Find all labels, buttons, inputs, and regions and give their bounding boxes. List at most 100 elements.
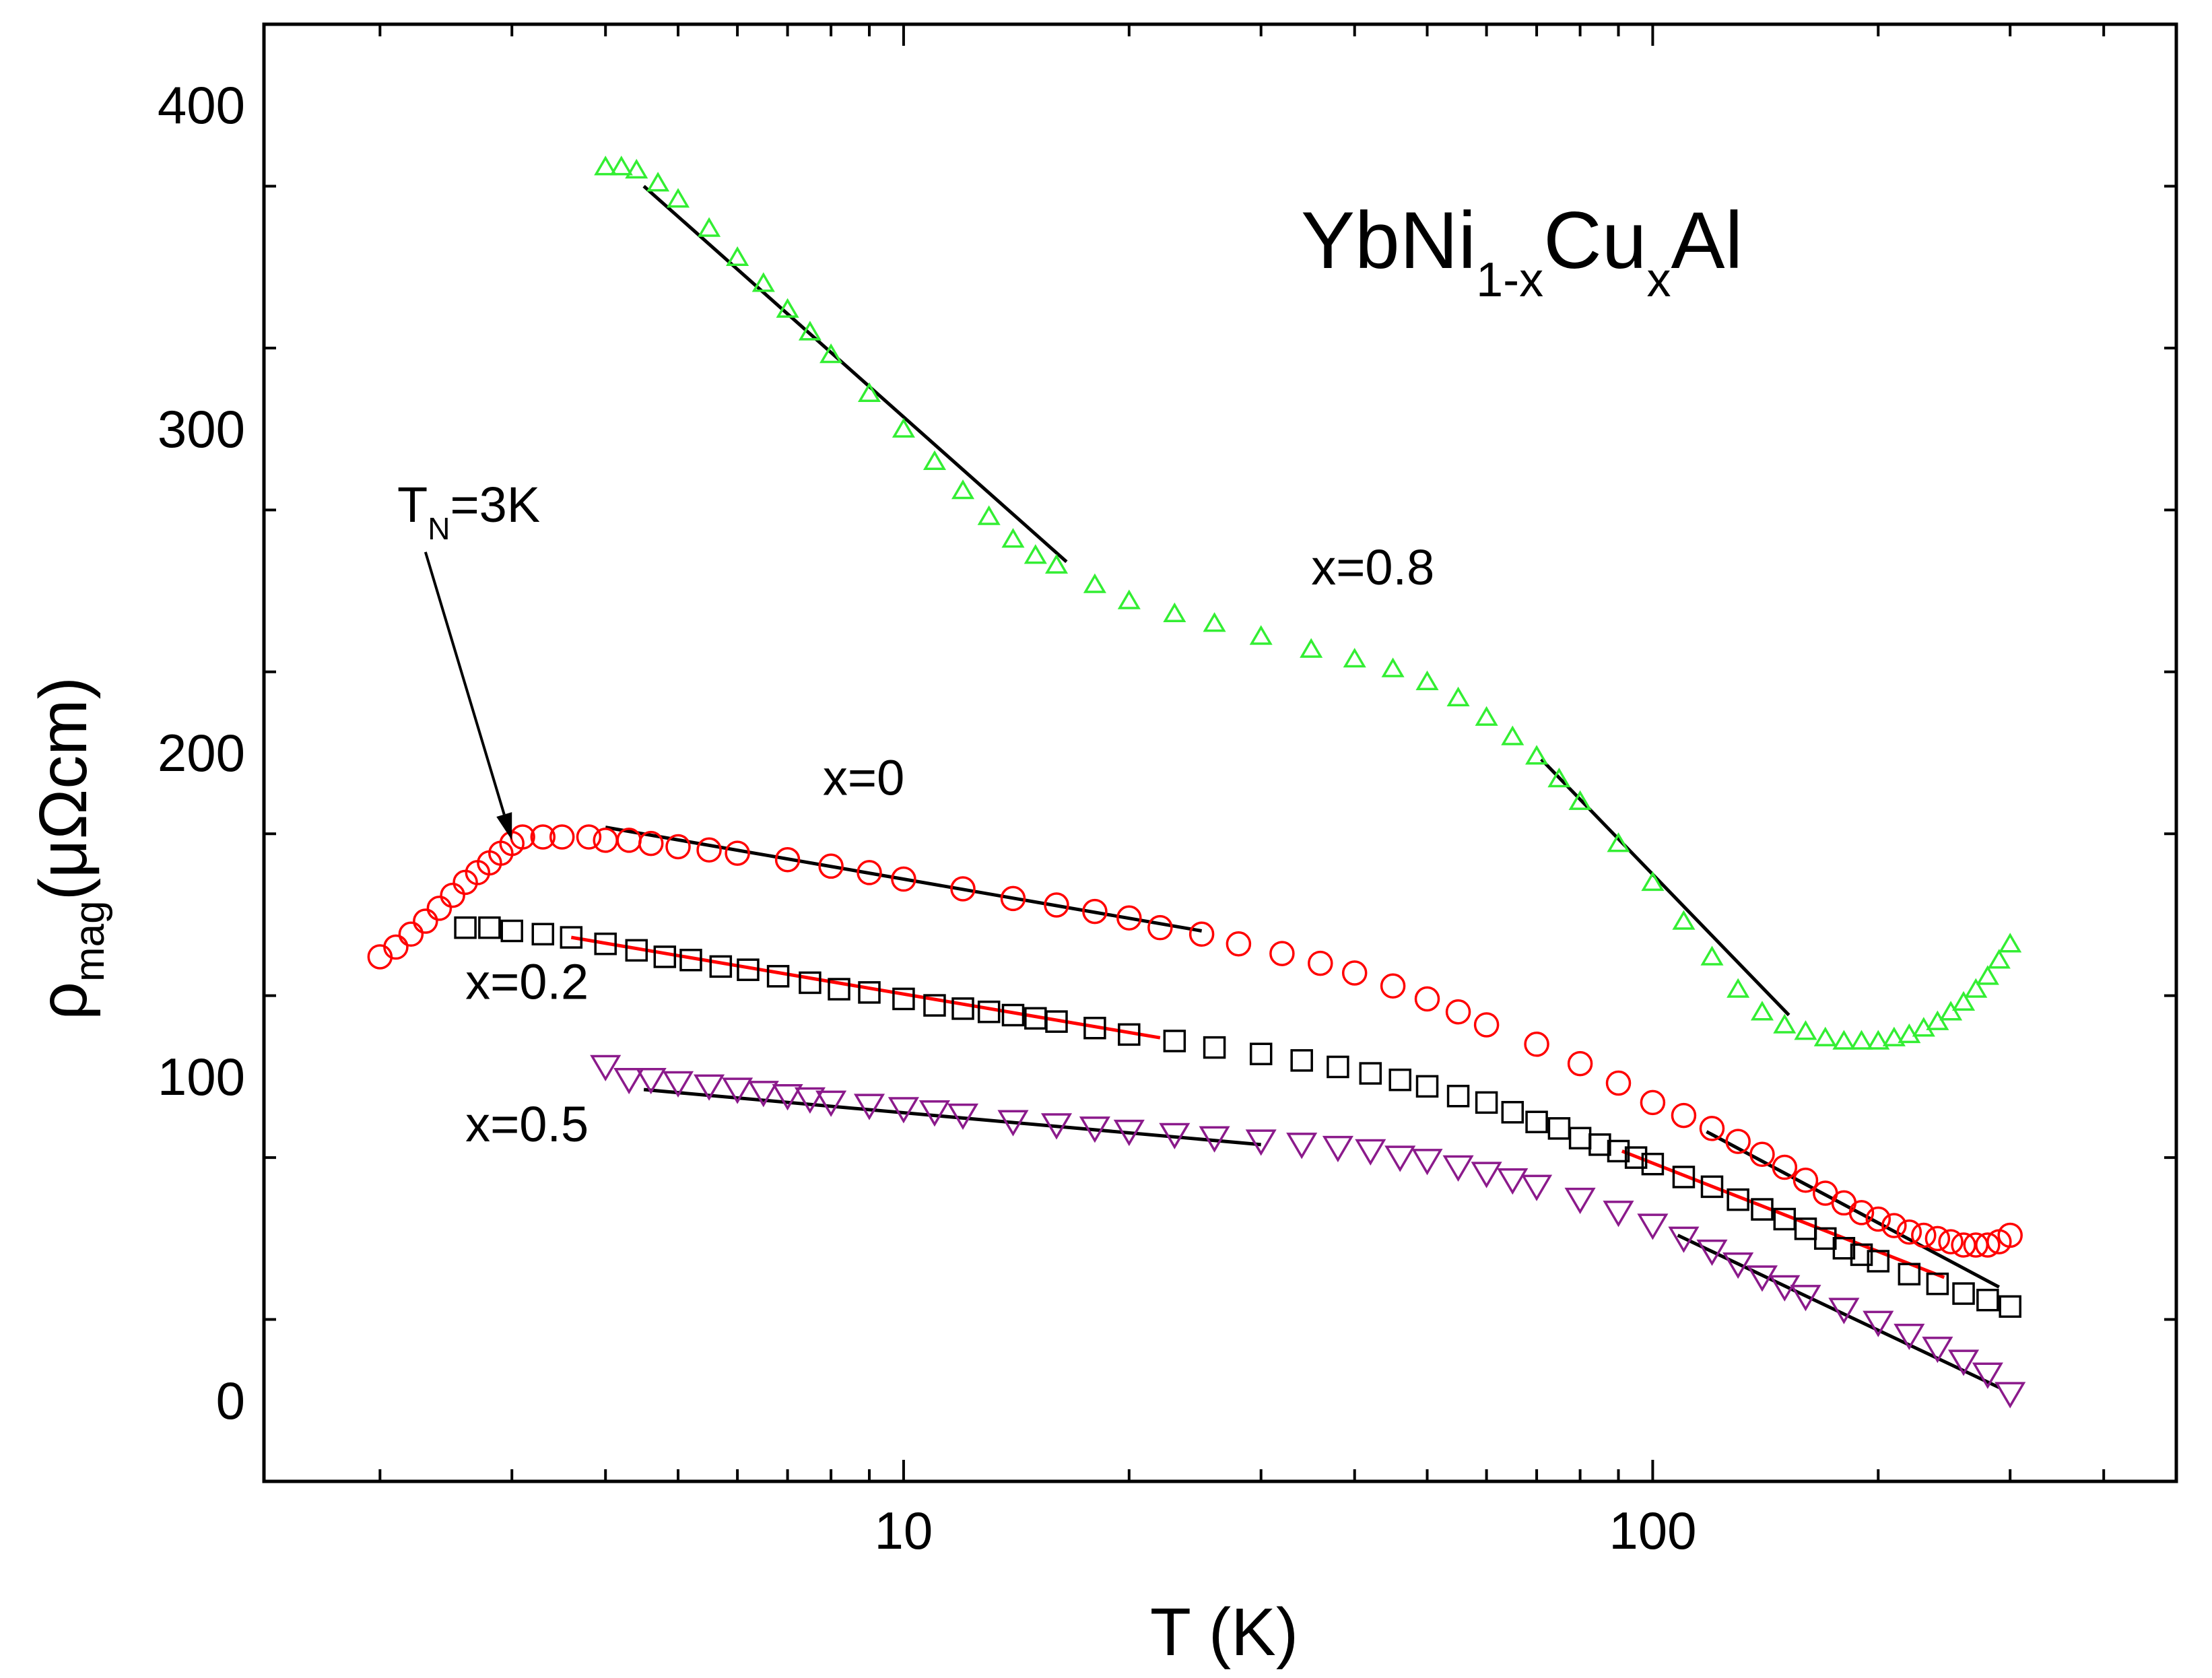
data-point: [1700, 1175, 1724, 1199]
data-point: [1769, 1275, 1801, 1302]
data-point: [1588, 1133, 1611, 1156]
data-point: [1911, 1222, 1937, 1248]
data-point: [1641, 1152, 1665, 1176]
data-point: [1024, 544, 1047, 564]
y-tick-label: 300: [158, 399, 245, 459]
data-point: [1547, 767, 1571, 788]
data-point: [951, 997, 974, 1020]
data-point: [1751, 1198, 1774, 1221]
data-point: [1415, 670, 1439, 690]
data-point: [646, 172, 670, 192]
data-point: [1380, 973, 1406, 999]
data-point: [1341, 960, 1368, 986]
data-point: [1568, 790, 1592, 810]
data-point: [530, 824, 556, 850]
data-point: [1501, 1101, 1524, 1124]
data-point: [1445, 999, 1471, 1025]
data-point: [698, 217, 721, 237]
fit-line-x=0.2-fit-low: [570, 935, 1161, 1040]
data-point: [1972, 1362, 2003, 1389]
data-point: [1199, 1126, 1230, 1153]
data-point: [794, 1087, 826, 1114]
data-point: [1727, 978, 1750, 998]
data-point: [1624, 1146, 1648, 1169]
data-point: [1163, 1030, 1186, 1052]
data-point: [1926, 1010, 1949, 1030]
data-point: [1850, 1243, 1873, 1267]
data-point: [1896, 1219, 1922, 1245]
data-point: [1952, 1282, 1975, 1305]
data-point: [923, 450, 947, 470]
data-point: [1245, 1129, 1277, 1156]
tn-value: =3K: [450, 477, 540, 533]
data-point: [1772, 1154, 1798, 1180]
x-tick-label: 100: [1609, 1501, 1696, 1560]
series-x=0.5: [590, 1054, 2026, 1409]
data-point: [1828, 1298, 1860, 1324]
data-point: [1790, 1285, 1821, 1312]
data-point: [799, 971, 822, 995]
data-point: [1939, 1001, 1963, 1021]
fit-lines: [570, 184, 2000, 1389]
data-point: [1850, 1030, 1873, 1050]
data-point: [1000, 885, 1026, 912]
data-point: [747, 1081, 779, 1108]
data-point: [918, 1100, 951, 1127]
data-point: [1813, 1026, 1837, 1046]
data-point: [638, 830, 664, 857]
data-point: [500, 919, 523, 943]
data-point: [1668, 1226, 1700, 1253]
data-point: [1672, 910, 1696, 930]
data-point: [1117, 589, 1141, 609]
title-base: YbNi: [1301, 195, 1476, 286]
data-point: [1603, 1201, 1634, 1228]
data-point: [1564, 1187, 1596, 1215]
data-point: [1727, 1188, 1749, 1211]
data-point: [950, 876, 976, 902]
data-point: [1446, 1084, 1470, 1108]
data-point: [662, 1071, 694, 1098]
tn-arrow: [424, 551, 506, 815]
x-tick-label: 10: [875, 1501, 933, 1560]
data-point: [725, 840, 750, 866]
data-point: [1079, 1116, 1110, 1143]
data-point: [594, 932, 617, 955]
data-point: [1524, 1032, 1549, 1057]
data-point: [1471, 1162, 1502, 1188]
data-point: [923, 994, 946, 1017]
data-point: [1159, 1122, 1191, 1149]
data-point: [709, 955, 733, 978]
series-label-x=0.2: x=0.2: [465, 953, 589, 1009]
data-point: [1226, 931, 1252, 957]
fit-line-x=0.5-fit-low: [643, 1087, 1261, 1147]
data-point: [1951, 1232, 1976, 1258]
data-point: [1442, 1155, 1474, 1182]
title-sub2: x: [1647, 253, 1671, 307]
data-point: [1952, 991, 1976, 1011]
data-point: [1475, 706, 1498, 726]
data-point: [857, 382, 881, 402]
tn-sub: N: [428, 511, 450, 546]
data-point: [666, 188, 690, 208]
data-point: [1322, 1135, 1353, 1163]
data-point: [440, 882, 465, 908]
data-point: [1308, 950, 1333, 976]
data-point: [1359, 1062, 1382, 1085]
data-point: [653, 945, 677, 968]
data-point: [1867, 1030, 1890, 1050]
data-point: [1696, 1239, 1728, 1267]
y-axis-symbol: ρ: [26, 982, 101, 1020]
data-point: [977, 1000, 1001, 1023]
data-point: [892, 987, 915, 1011]
data-point: [1699, 1116, 1725, 1141]
data-point: [1794, 1020, 1817, 1040]
data-point: [1922, 1337, 1953, 1364]
data-point: [1641, 871, 1665, 892]
data-point: [1083, 573, 1106, 593]
data-point: [1300, 638, 1323, 658]
data-point: [1249, 1042, 1273, 1065]
data-point: [560, 926, 583, 949]
data-point: [1893, 1323, 1925, 1351]
data-point: [1116, 905, 1142, 931]
